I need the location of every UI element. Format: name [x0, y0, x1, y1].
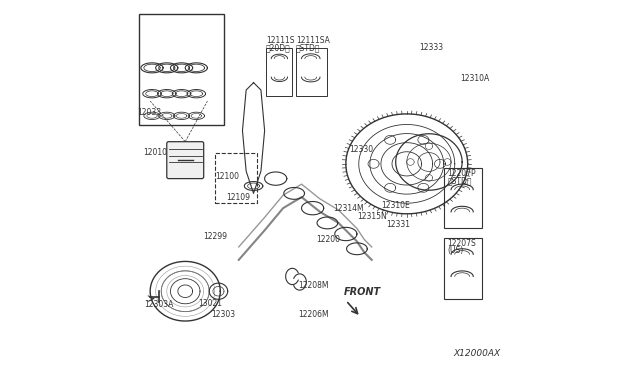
Text: 12206M: 12206M: [298, 310, 328, 319]
Text: 12310A: 12310A: [460, 74, 490, 83]
Text: 12314M: 12314M: [333, 204, 364, 214]
Text: 12010: 12010: [143, 148, 167, 157]
Text: 13021: 13021: [198, 299, 222, 308]
Bar: [266, 48, 292, 96]
Text: 12109: 12109: [226, 193, 250, 202]
FancyBboxPatch shape: [167, 142, 204, 179]
Text: 12033: 12033: [137, 108, 161, 117]
Bar: [444, 167, 483, 228]
Text: FRONT: FRONT: [344, 287, 381, 297]
Text: 12299: 12299: [204, 232, 228, 241]
Text: 〈20D〉: 〈20D〉: [266, 43, 291, 52]
Bar: [444, 238, 483, 299]
Text: X12000AX: X12000AX: [454, 349, 501, 358]
Text: 12331: 12331: [387, 220, 410, 229]
Text: 12207S: 12207S: [447, 239, 476, 248]
Text: 12208M: 12208M: [298, 281, 328, 290]
Text: 〈STD〉: 〈STD〉: [296, 43, 321, 52]
Text: 12200: 12200: [316, 235, 340, 244]
Bar: [215, 153, 257, 203]
Bar: [296, 48, 328, 96]
Text: 12303A: 12303A: [144, 300, 173, 309]
Text: 12315N: 12315N: [357, 212, 387, 221]
Text: 12333: 12333: [420, 43, 444, 52]
Text: 12111S: 12111S: [266, 36, 294, 45]
Text: 12303: 12303: [211, 310, 236, 319]
Text: 12111SA: 12111SA: [296, 36, 330, 45]
Text: 12207P: 12207P: [447, 169, 476, 177]
Text: 〈STD〉: 〈STD〉: [447, 176, 472, 185]
Text: (US): (US): [447, 246, 463, 255]
Text: 12100: 12100: [215, 172, 239, 181]
Bar: [139, 14, 224, 125]
Text: 12310E: 12310E: [381, 201, 410, 210]
Text: 12330: 12330: [349, 145, 374, 154]
